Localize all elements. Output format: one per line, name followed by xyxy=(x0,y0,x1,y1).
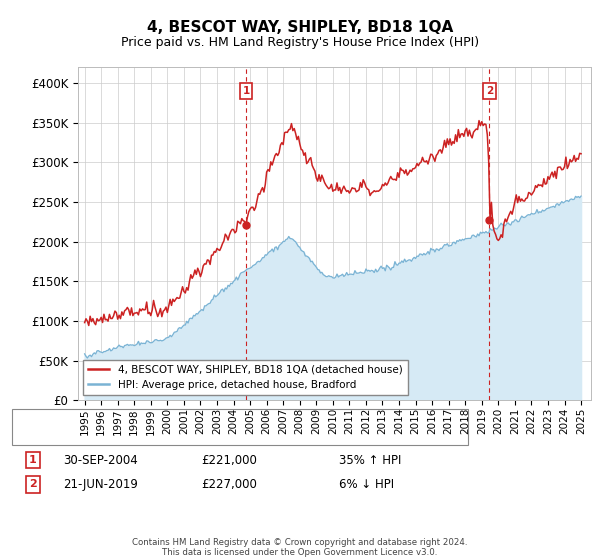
Text: 6% ↓ HPI: 6% ↓ HPI xyxy=(339,478,394,491)
Text: Contains HM Land Registry data © Crown copyright and database right 2024.
This d: Contains HM Land Registry data © Crown c… xyxy=(132,538,468,557)
Text: £227,000: £227,000 xyxy=(201,478,257,491)
Text: 35% ↑ HPI: 35% ↑ HPI xyxy=(339,454,401,467)
Text: 4, BESCOT WAY, SHIPLEY, BD18 1QA: 4, BESCOT WAY, SHIPLEY, BD18 1QA xyxy=(147,20,453,35)
Text: 1: 1 xyxy=(242,86,250,96)
Text: 1: 1 xyxy=(29,455,37,465)
Text: £221,000: £221,000 xyxy=(201,454,257,467)
Text: 21-JUN-2019: 21-JUN-2019 xyxy=(63,478,138,491)
Legend: 4, BESCOT WAY, SHIPLEY, BD18 1QA (detached house), HPI: Average price, detached : 4, BESCOT WAY, SHIPLEY, BD18 1QA (detach… xyxy=(83,360,407,395)
Text: 2: 2 xyxy=(486,86,493,96)
Text: Price paid vs. HM Land Registry's House Price Index (HPI): Price paid vs. HM Land Registry's House … xyxy=(121,36,479,49)
Text: 2: 2 xyxy=(29,479,37,489)
Text: 30-SEP-2004: 30-SEP-2004 xyxy=(63,454,138,467)
